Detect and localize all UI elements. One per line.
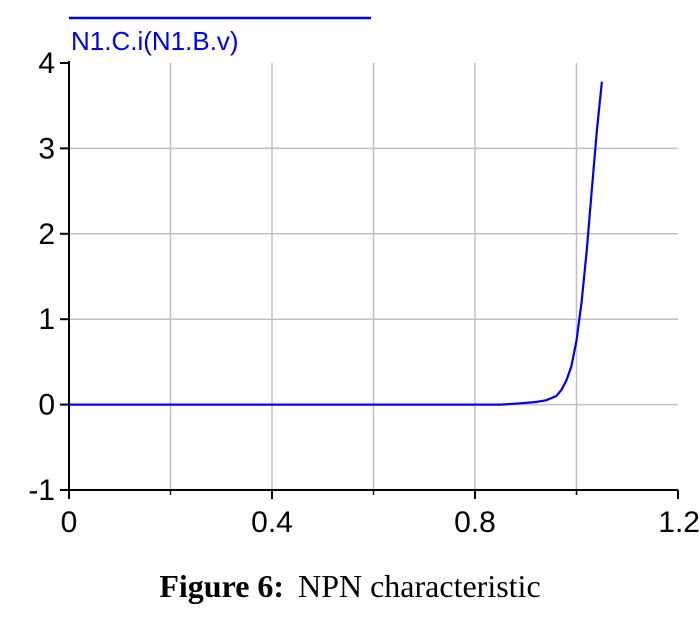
figure-caption: Figure 6: NPN characteristic — [0, 568, 700, 605]
grid — [69, 63, 678, 490]
y-tick-label-1: 0 — [38, 389, 55, 422]
x-tick-label-2: 0.8 — [454, 506, 496, 539]
y-tick-label-3: 2 — [38, 218, 55, 251]
caption-label: Figure 6: — [159, 568, 285, 604]
y-tick-label-5: 4 — [38, 47, 55, 80]
y-tick-label-2: 1 — [38, 303, 55, 336]
y-tick-label-0: -1 — [28, 474, 55, 507]
series-layer — [69, 81, 603, 406]
x-tick-label-3: 1.2 — [658, 506, 700, 539]
legend: N1.C.i(N1.B.v) — [69, 16, 371, 56]
legend-label-0: N1.C.i(N1.B.v) — [71, 26, 239, 56]
caption-text: NPN characteristic — [298, 568, 541, 604]
y-tick-label-4: 3 — [38, 132, 55, 165]
x-tick-label-1: 0.4 — [251, 506, 293, 539]
x-tick-label-0: 0 — [61, 506, 78, 539]
series-line-0 — [69, 81, 603, 406]
